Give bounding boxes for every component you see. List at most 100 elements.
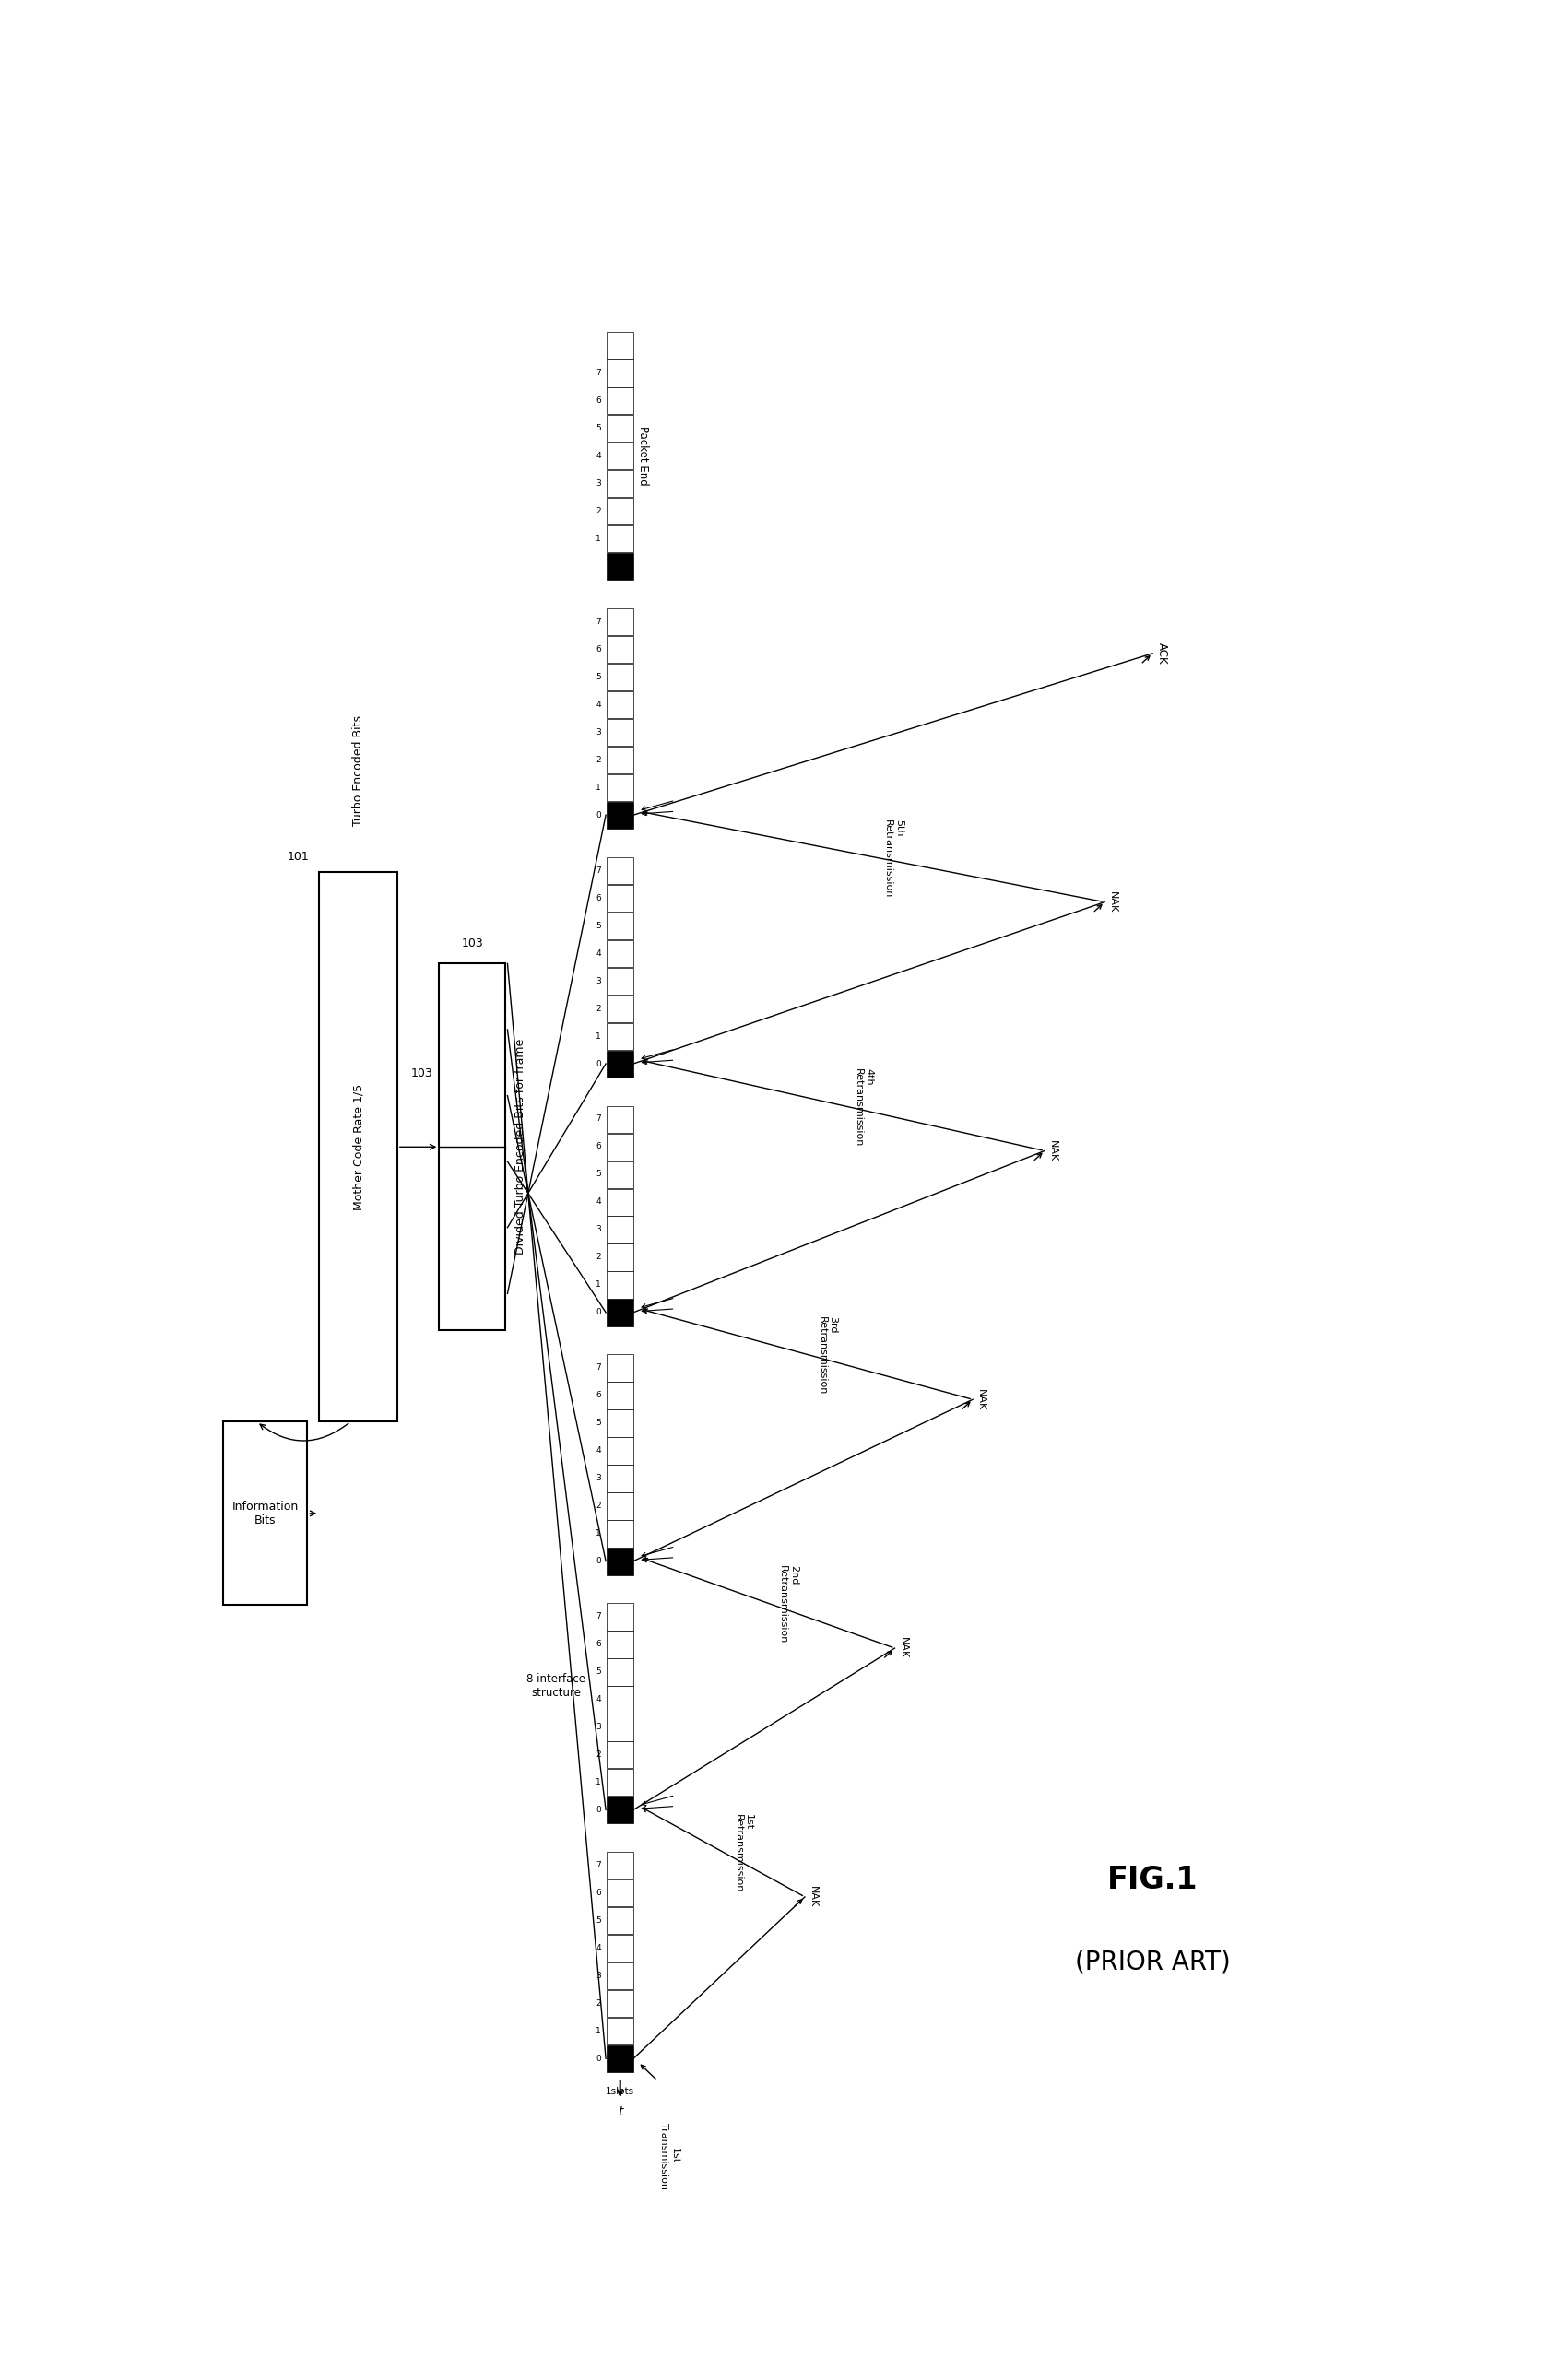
Bar (606, 359, 633, 386)
Bar (606, 1271, 633, 1299)
Text: FIG.1: FIG.1 (1108, 1866, 1197, 1894)
Text: 5: 5 (596, 674, 600, 681)
Bar (606, 940, 633, 966)
Text: 8 interface
structure: 8 interface structure (526, 1673, 586, 1699)
Bar (606, 1216, 633, 1242)
Bar (606, 1964, 633, 1990)
Text: 7: 7 (596, 369, 600, 376)
Bar (606, 1768, 633, 1797)
Text: 5th
Retransmission: 5th Retransmission (883, 819, 903, 897)
Text: 4th
Retransmission: 4th Retransmission (854, 1069, 874, 1147)
Text: 1: 1 (596, 1530, 600, 1537)
Bar (606, 1492, 633, 1521)
Text: NAK: NAK (899, 1637, 908, 1659)
Text: 2: 2 (596, 1999, 600, 2006)
Bar (606, 1050, 633, 1078)
Bar (606, 1383, 633, 1409)
Bar (606, 497, 633, 526)
Text: 5: 5 (596, 921, 600, 931)
Bar (606, 885, 633, 912)
Bar (606, 331, 633, 359)
Text: Turbo Encoded Bits: Turbo Encoded Bits (353, 716, 364, 826)
Text: t: t (617, 2106, 623, 2118)
Bar (606, 690, 633, 719)
Text: 5: 5 (596, 1668, 600, 1676)
Bar (606, 1245, 633, 1271)
Text: 6: 6 (596, 645, 600, 654)
Bar (606, 719, 633, 745)
Bar (606, 552, 633, 581)
Text: 2: 2 (596, 1252, 600, 1261)
Text: 3: 3 (596, 976, 600, 985)
Text: 6: 6 (596, 1142, 600, 1152)
Text: 1st
Transmission: 1st Transmission (659, 2123, 679, 2190)
Bar (606, 1188, 633, 1216)
Bar (606, 1521, 633, 1547)
Text: 3: 3 (596, 1723, 600, 1730)
Bar (606, 388, 633, 414)
Text: 1: 1 (596, 2028, 600, 2035)
Text: 4: 4 (596, 1695, 600, 1704)
Bar (606, 1630, 633, 1659)
Text: Packet End: Packet End (637, 426, 648, 486)
Text: 4: 4 (596, 452, 600, 459)
Bar (606, 1714, 633, 1740)
Text: 4: 4 (596, 950, 600, 957)
Text: 4: 4 (596, 1944, 600, 1952)
Bar (606, 609, 633, 635)
Bar (606, 1685, 633, 1714)
Bar (606, 635, 633, 664)
Text: 3rd
Retransmission: 3rd Retransmission (817, 1316, 837, 1395)
Text: 0: 0 (596, 2054, 600, 2063)
Text: 101: 101 (288, 852, 309, 864)
Bar (606, 1547, 633, 1576)
Text: 2: 2 (596, 507, 600, 514)
Bar (606, 747, 633, 774)
Text: 4: 4 (596, 1447, 600, 1454)
Text: 7: 7 (596, 616, 600, 626)
Text: 2: 2 (596, 1749, 600, 1759)
Text: 7: 7 (596, 1861, 600, 1868)
Text: 4: 4 (596, 700, 600, 709)
Text: 103: 103 (412, 1069, 433, 1081)
Text: 5: 5 (596, 1916, 600, 1925)
Bar (606, 995, 633, 1023)
Bar (606, 1466, 633, 1492)
Text: 1: 1 (596, 1778, 600, 1787)
Text: 3: 3 (596, 1226, 600, 1233)
Text: 1st
Retransmission: 1st Retransmission (733, 1814, 753, 1892)
Text: NAK: NAK (976, 1390, 985, 1411)
Bar (439, 964, 504, 1330)
Text: NAK: NAK (1049, 1140, 1058, 1161)
Bar (606, 1906, 633, 1935)
Bar (606, 526, 633, 552)
Text: 103: 103 (461, 938, 483, 950)
Text: 2: 2 (596, 1502, 600, 1509)
Bar (606, 1880, 633, 1906)
Bar (606, 802, 633, 828)
Text: 1: 1 (596, 1033, 600, 1040)
Bar (606, 1604, 633, 1630)
Text: NAK: NAK (1108, 892, 1117, 914)
Text: 2: 2 (596, 1004, 600, 1012)
Text: 2: 2 (596, 754, 600, 764)
Text: 1: 1 (596, 536, 600, 543)
Text: 5: 5 (596, 1171, 600, 1178)
Text: 0: 0 (596, 1557, 600, 1566)
Bar (606, 1659, 633, 1685)
Text: 6: 6 (596, 1640, 600, 1649)
Text: 2nd
Retransmission: 2nd Retransmission (778, 1566, 798, 1645)
Bar (606, 1299, 633, 1326)
Text: Divided Turbo Encoded Bits for frame: Divided Turbo Encoded Bits for frame (515, 1040, 526, 1254)
Bar (606, 1990, 633, 2018)
Bar (223, 1421, 308, 1604)
Text: 1: 1 (596, 1280, 600, 1290)
Bar (606, 1161, 633, 1188)
Bar (606, 664, 633, 690)
Text: 7: 7 (596, 866, 600, 873)
Text: 6: 6 (596, 895, 600, 902)
Bar (606, 1935, 633, 1961)
Text: 6: 6 (596, 1890, 600, 1897)
Text: Information
Bits: Information Bits (232, 1499, 299, 1526)
Bar (606, 2044, 633, 2073)
